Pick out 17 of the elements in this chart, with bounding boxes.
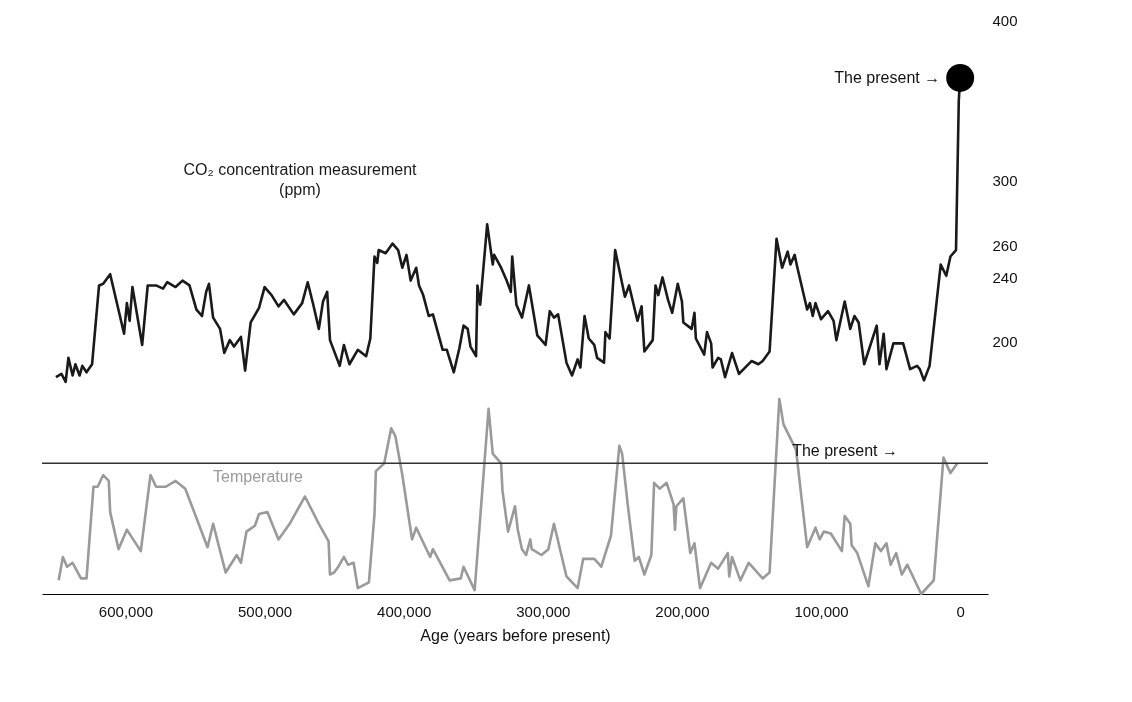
series-label: Temperature bbox=[213, 468, 304, 485]
y-tick-label: 300 bbox=[992, 172, 1018, 190]
x-tick-label: 100,000 bbox=[794, 602, 849, 620]
annotation: The present → bbox=[834, 68, 941, 86]
x-tick-label: 400,000 bbox=[377, 602, 432, 620]
x-tick-label: 200,000 bbox=[655, 602, 710, 620]
x-axis-title: Age (years before present) bbox=[420, 626, 611, 644]
x-tick-label: 500,000 bbox=[237, 602, 293, 620]
x-tick-label: 0 bbox=[956, 602, 965, 620]
y-tick-label: 400 bbox=[992, 11, 1018, 29]
x-tick-label: 600,000 bbox=[98, 602, 154, 620]
y-tick-label: 200 bbox=[992, 333, 1018, 351]
ref-line-label: The present → bbox=[792, 442, 898, 460]
text: CO₂ concentration measurement (ppm) bbox=[183, 161, 418, 198]
y-tick-label: 260 bbox=[992, 236, 1018, 254]
y-tick-label: 240 bbox=[992, 268, 1018, 286]
x-tick-label: 300,000 bbox=[516, 602, 571, 620]
